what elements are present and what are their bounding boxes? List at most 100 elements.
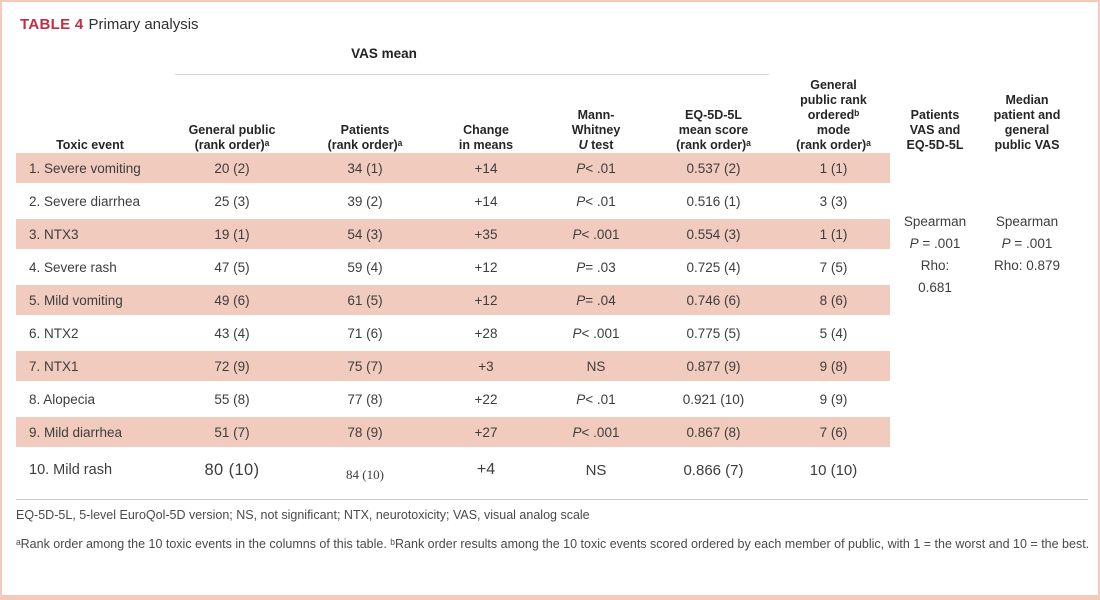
- p-value: NS: [585, 461, 607, 479]
- cell-mode: 5 (4): [777, 318, 890, 351]
- vas-mean-spanner-line: [175, 74, 769, 75]
- spearman-rho-value: 0.681: [918, 280, 952, 295]
- table-number: TABLE 4: [20, 16, 84, 33]
- u-test-line: U test: [579, 138, 614, 153]
- cell-toxic-event: 6. NTX2: [16, 318, 164, 351]
- test-label: test: [587, 138, 614, 152]
- cell-toxic-event: 9. Mild diarrhea: [16, 417, 164, 450]
- cell-general-public: 19 (1): [164, 219, 300, 252]
- cell-eq5d5l: 0.775 (5): [650, 318, 777, 351]
- cell-eq5d5l: 0.877 (9): [650, 351, 777, 384]
- cell-mann-whitney: P < .01: [542, 384, 650, 417]
- cell-mode: 8 (6): [777, 285, 890, 318]
- cell-mode: 9 (8): [777, 351, 890, 384]
- p-value: < .001: [581, 424, 620, 440]
- cell-change: +3: [430, 351, 542, 384]
- cell-mode: 10 (10): [809, 461, 858, 479]
- cell-general-public: 47 (5): [164, 252, 300, 285]
- cell-mann-whitney: P = .04: [542, 285, 650, 318]
- spearman-rho-label: Rho:: [920, 258, 950, 273]
- footnote-divider: [16, 499, 1088, 500]
- cell-mode: 9 (9): [777, 384, 890, 417]
- abbreviations-note: EQ-5D-5L, 5-level EuroQol-5D version; NS…: [16, 508, 590, 522]
- p-italic: P: [576, 259, 586, 275]
- cell-eq5d5l: 0.725 (4): [650, 252, 777, 285]
- spearman-label: Spearman: [995, 214, 1059, 229]
- cell-general-public: 49 (6): [164, 285, 300, 318]
- table-body: 1. Severe vomiting 20 (2) 34 (1) +14 P <…: [16, 153, 1074, 490]
- cell-eq5d5l: 0.867 (8): [650, 417, 777, 450]
- p-italic: P: [1001, 236, 1011, 251]
- cell-patients: 77 (8): [300, 384, 430, 417]
- cell-patients: 59 (4): [300, 252, 430, 285]
- col-header-eq5d5l-mean-score: EQ-5D-5L mean score (rank order)ᵃ: [676, 108, 751, 152]
- cell-eq5d5l: 0.554 (3): [650, 219, 777, 252]
- cell-mode: 3 (3): [777, 186, 890, 219]
- p-value: NS: [586, 358, 606, 374]
- p-value: = .03: [585, 259, 616, 275]
- spearman-median-public-vas: Spearman P = .001 Rho: 0.879: [980, 211, 1074, 277]
- p-value: = .04: [585, 292, 616, 308]
- spearman-p-value: P = .001: [909, 236, 961, 251]
- cell-change: +4: [476, 461, 496, 478]
- table-header-row: Toxic event General public (rank order)ᵃ…: [16, 78, 1074, 152]
- cell-patients: 75 (7): [300, 351, 430, 384]
- spearman-patients-vas-eq5d5l: Spearman P = .001 Rho: 0.681: [890, 211, 980, 299]
- rank-order-footnote: ᵃRank order among the 10 toxic events in…: [16, 537, 1090, 551]
- cell-toxic-event: 8. Alopecia: [16, 384, 164, 417]
- p-italic: P: [576, 391, 586, 407]
- col-header-general-public: General public (rank order)ᵃ: [188, 123, 276, 152]
- p-italic: P: [576, 292, 586, 308]
- u-italic: U: [578, 138, 588, 152]
- cell-toxic-event: 2. Severe diarrhea: [16, 186, 164, 219]
- vas-mean-spanner-label: VAS mean: [351, 46, 417, 61]
- cell-general-public: 20 (2): [164, 153, 300, 186]
- cell-patients: 54 (3): [300, 219, 430, 252]
- cell-eq5d5l: 0.866 (7): [683, 461, 744, 479]
- mann-whitney-lines: Mann- Whitney: [571, 108, 621, 137]
- cell-eq5d5l: 0.516 (1): [650, 186, 777, 219]
- table-caption: Primary analysis: [88, 16, 199, 33]
- cell-patients: 84 (10): [346, 467, 384, 482]
- cell-toxic-event: 1. Severe vomiting: [16, 153, 164, 186]
- p-value: < .01: [585, 160, 616, 176]
- spearman-label: Spearman: [903, 214, 967, 229]
- col-header-median-public-vas: Median patient and general public VAS: [993, 93, 1061, 152]
- col-header-patients-vas-eq5d5l: Patients VAS and EQ-5D-5L: [906, 108, 964, 152]
- col-header-mann-whitney: Mann- Whitney U test: [542, 78, 650, 156]
- col-header-patients: Patients (rank order)ᵃ: [327, 123, 403, 152]
- cell-patients: 61 (5): [300, 285, 430, 318]
- cell-mann-whitney: P < .01: [542, 153, 650, 186]
- cell-mann-whitney: P < .01: [542, 186, 650, 219]
- p-value: < .01: [585, 193, 616, 209]
- p-value: < .001: [581, 325, 620, 341]
- cell-change: +14: [430, 186, 542, 219]
- cell-toxic-event: 4. Severe rash: [16, 252, 164, 285]
- cell-mode: 7 (5): [777, 252, 890, 285]
- cell-eq5d5l: 0.921 (10): [650, 384, 777, 417]
- p-value: < .001: [581, 226, 620, 242]
- cell-patients: 39 (2): [300, 186, 430, 219]
- col-header-public-rank-mode: General public rank orderedᵇ mode (rank …: [796, 78, 871, 152]
- spearman-rho-value: Rho: 0.879: [993, 258, 1061, 273]
- p-value: < .01: [585, 391, 616, 407]
- table-title: TABLE 4 Primary analysis: [20, 16, 199, 33]
- p-italic: P: [576, 193, 586, 209]
- cell-toxic-event: 7. NTX1: [16, 351, 164, 384]
- col-header-toxic-event: Toxic event: [56, 138, 124, 152]
- cell-change: +12: [430, 285, 542, 318]
- cell-change: +12: [430, 252, 542, 285]
- cell-patients: 78 (9): [300, 417, 430, 450]
- cell-mann-whitney: P < .001: [542, 219, 650, 252]
- cell-toxic-event: 10. Mild rash: [29, 462, 113, 478]
- col-header-change-in-means: Change in means: [458, 123, 514, 152]
- cell-mode: 1 (1): [777, 153, 890, 186]
- cell-change: +14: [430, 153, 542, 186]
- p-italic: P: [572, 226, 582, 242]
- cell-general-public: 25 (3): [164, 186, 300, 219]
- cell-general-public: 80 (10): [204, 460, 260, 479]
- cell-mode: 1 (1): [777, 219, 890, 252]
- cell-change: +35: [430, 219, 542, 252]
- cell-change: +28: [430, 318, 542, 351]
